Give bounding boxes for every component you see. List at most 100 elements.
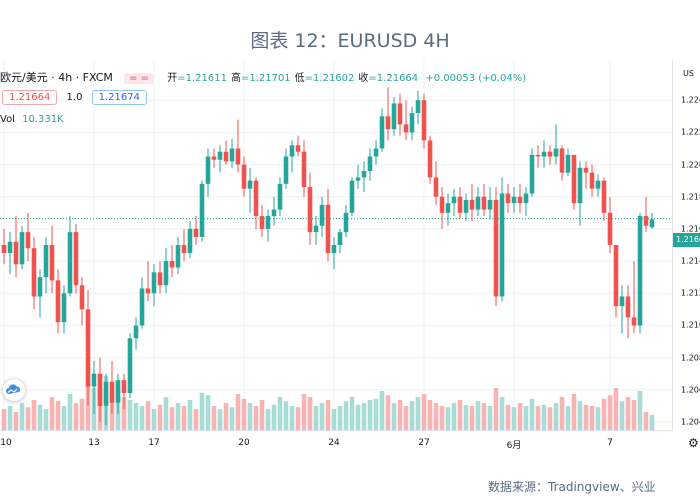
y-tick-label: 1.214: [681, 256, 700, 266]
volume-bar: [391, 403, 397, 430]
candle-body: [103, 381, 109, 406]
volume-bar: [181, 406, 187, 430]
volume-bar: [451, 403, 457, 430]
volume-bar: [229, 407, 235, 430]
candle-body: [403, 124, 409, 133]
quote-row: 1.21664 1.0 1.21674: [2, 90, 147, 105]
candle-body: [205, 156, 211, 184]
candle-body: [439, 196, 445, 213]
ohlc-label: 收: [358, 73, 369, 84]
candle-body: [259, 216, 265, 229]
candle-body: [553, 148, 559, 157]
candle-body: [613, 245, 619, 307]
ask-price-button[interactable]: 1.21674: [91, 90, 147, 105]
candle-body: [127, 338, 133, 393]
candle-body: [313, 225, 319, 233]
candle-body: [13, 241, 19, 265]
y-axis-currency: US: [683, 69, 694, 78]
gear-icon[interactable]: ⚙: [688, 436, 699, 450]
candle-body: [541, 151, 547, 157]
volume-bar: [7, 406, 13, 430]
candle-body: [217, 151, 223, 160]
candle-body: [427, 140, 433, 178]
volume-bar: [175, 403, 181, 430]
volume-bar: [355, 404, 361, 430]
bid-price-button[interactable]: 1.21664: [2, 90, 58, 105]
volume-value: 10.331K: [22, 114, 64, 125]
volume-bar: [337, 406, 343, 430]
candle-body: [529, 154, 535, 194]
candle-body: [79, 285, 85, 310]
volume-bar: [463, 404, 469, 430]
volume-bar: [589, 406, 595, 430]
volume-bar: [367, 400, 373, 430]
volume-bar: [445, 407, 451, 430]
volume-bar: [13, 412, 19, 430]
candle-body: [643, 216, 649, 226]
volume-bar: [25, 407, 31, 430]
volume-bar: [205, 395, 211, 430]
compare-toggle[interactable]: = =: [124, 73, 155, 84]
candle-body: [187, 228, 193, 254]
candle-body: [343, 212, 349, 233]
candle-body: [289, 145, 295, 157]
volume-bar: [547, 407, 553, 430]
volume-bar: [1, 409, 7, 430]
volume-bar: [289, 406, 295, 430]
volume-bar: [433, 403, 439, 430]
candle-body: [385, 116, 391, 130]
candle-body: [631, 317, 637, 326]
volume-bar: [415, 397, 421, 430]
candle-body: [517, 196, 523, 204]
y-tick-label: 1.220: [681, 160, 700, 170]
volume-bar: [241, 398, 247, 430]
volume-bar: [469, 406, 475, 430]
cloud-icon[interactable]: [2, 378, 26, 402]
plot-frame: [0, 60, 673, 431]
volume-bar: [43, 409, 49, 430]
volume-bar: [319, 403, 325, 430]
ohlc-value: =1.21701: [240, 73, 291, 84]
symbol-label[interactable]: 欧元/美元 · 4h · FXCM: [0, 71, 113, 84]
candle-body: [415, 100, 421, 114]
candle-body: [649, 219, 655, 228]
source-note: 数据来源：Tradingview、兴业: [488, 480, 656, 494]
volume-bar: [385, 395, 391, 430]
volume-bar: [475, 401, 481, 430]
candle-body: [247, 180, 253, 189]
candlestick-chart[interactable]: [0, 60, 700, 465]
volume-bar: [79, 398, 85, 430]
candle-body: [595, 180, 601, 189]
volume-bar: [169, 407, 175, 430]
chart-panel[interactable]: 欧元/美元 · 4h · FXCM = = 开=1.21611 高=1.21701…: [0, 60, 700, 465]
volume-bar: [421, 394, 427, 430]
candle-body: [337, 232, 343, 245]
candle-body: [157, 272, 163, 286]
volume-bar: [61, 406, 67, 430]
candle-body: [97, 373, 103, 406]
volume-bar: [49, 397, 55, 430]
spread-value: 1.0: [66, 92, 83, 103]
candle-body: [181, 245, 187, 254]
candle-body: [607, 212, 613, 245]
candle-body: [115, 380, 121, 403]
candle-body: [163, 261, 169, 286]
ohlc-value: =1.21602: [304, 73, 355, 84]
volume-bar: [487, 406, 493, 430]
volume-bar: [199, 392, 205, 430]
volume-bar: [457, 400, 463, 430]
candle-body: [223, 151, 229, 162]
candle-body: [31, 248, 37, 297]
candle-body: [241, 164, 247, 189]
volume-bar: [343, 401, 349, 430]
volume-bar: [439, 406, 445, 430]
volume-bar: [625, 397, 631, 430]
candle-body: [175, 245, 181, 268]
candle-body: [445, 203, 451, 213]
volume-bar: [637, 391, 643, 430]
y-tick-label: 1.212: [681, 288, 700, 298]
candle-body: [271, 209, 277, 217]
volume-bar: [571, 394, 577, 430]
volume-bar: [133, 403, 139, 430]
ohlc-label: 低: [294, 73, 305, 84]
